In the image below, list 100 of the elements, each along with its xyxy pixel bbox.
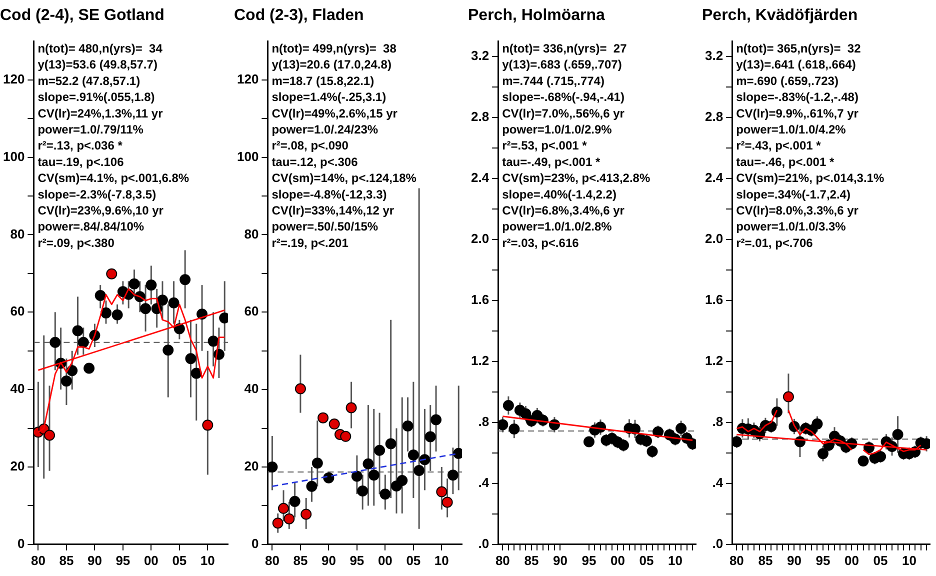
annotation: slope=1.4%(-.25,3.1) <box>272 90 386 104</box>
x-tick-label: 00 <box>378 552 392 568</box>
y-tick-label: .4 <box>712 474 724 490</box>
point <box>128 278 140 290</box>
annotation: r²=.43, p<.001 * <box>736 138 822 153</box>
point <box>357 485 368 496</box>
annotation: m=52.2 (47.8,57.1) <box>38 74 140 88</box>
y-tick-label: 0 <box>17 536 25 551</box>
x-tick-label: 90 <box>786 552 802 568</box>
annotation: power=.84/.84/10% <box>38 220 144 234</box>
point <box>502 400 514 411</box>
point <box>436 486 448 498</box>
y-tick-label: 20 <box>244 458 259 474</box>
point <box>190 368 202 379</box>
point <box>78 336 89 348</box>
point <box>618 440 630 451</box>
annotation: power=1.0/1.0/4.2% <box>736 122 846 137</box>
annotation: power=1.0/.79/11% <box>38 122 144 137</box>
annotation: slope=-.68%(-.94,-.41) <box>502 90 624 104</box>
point <box>508 423 520 434</box>
annotation: m=.690 (.659,.723) <box>736 74 838 88</box>
y-tick-label: 120 <box>2 71 25 86</box>
x-tick-label: 80 <box>495 552 510 568</box>
point <box>60 376 72 387</box>
annotation: power=1.0/1.0/2.9% <box>502 122 612 137</box>
y-tick-label: 3.2 <box>704 48 724 64</box>
point <box>106 268 118 280</box>
x-tick-label: 00 <box>610 552 625 568</box>
annotation: power=1.0/.24/23% <box>272 122 378 137</box>
annotation: r²=.08, p<.090 <box>272 138 349 153</box>
x-tick-label: 80 <box>30 552 46 568</box>
annotation: m=18.7 (15.8,22.1) <box>272 74 374 88</box>
point <box>208 336 219 347</box>
point <box>272 518 284 529</box>
annotation: m=.744 (.715,.774) <box>502 74 604 88</box>
point <box>140 303 152 314</box>
chart-title: Cod (2-4), SE Gotland <box>0 7 164 24</box>
y-tick-label: 100 <box>2 148 25 164</box>
x-tick-label: 10 <box>902 552 917 568</box>
point <box>498 419 508 430</box>
point <box>817 448 828 460</box>
point <box>646 446 658 458</box>
annotation: r²=.53, p<.001 * <box>502 138 588 153</box>
y-tick-label: .0 <box>478 536 490 551</box>
x-tick-label: 10 <box>668 552 683 568</box>
point <box>168 297 180 308</box>
annotation: r²=.13, p<.036 * <box>38 138 123 153</box>
x-tick-label: 10 <box>434 552 449 568</box>
point <box>812 418 823 430</box>
y-tick-label: .8 <box>478 414 490 429</box>
annotation: CV(lr)=24%,1.3%,11 yr <box>38 106 164 120</box>
y-tick-label: 2.4 <box>470 170 490 186</box>
point <box>94 290 106 302</box>
point <box>732 436 742 448</box>
x-tick-label: 80 <box>264 552 280 568</box>
point <box>368 470 380 481</box>
annotation: y(13)=.683 (.659,.707) <box>502 58 622 72</box>
annotation: CV(lr)=23%,9.6%,10 yr <box>38 204 164 218</box>
point <box>156 294 168 306</box>
annotation: tau=-.46, p<.001 * <box>736 154 834 169</box>
point <box>284 513 295 524</box>
annotation: slope=-4.8%(-12,3.3) <box>272 187 387 202</box>
annotation: CV(lr)=7.0%,.56%,6 yr <box>502 106 625 120</box>
x-tick-label: 95 <box>116 552 130 568</box>
chart-title: Perch, Kvädöfjärden <box>702 7 858 24</box>
point <box>408 449 419 460</box>
y-tick-label: 1.6 <box>470 292 490 307</box>
annotation: n(tot)= 365,n(yrs)= 32 <box>736 42 862 56</box>
y-tick-label: 100 <box>236 148 259 164</box>
annotation: CV(sm)=23%, p<.413,2.8% <box>502 171 650 186</box>
point <box>402 420 414 432</box>
x-tick-label: 05 <box>873 552 888 568</box>
point <box>396 475 408 486</box>
annotation: CV(sm)=21%, p<.014,3.1% <box>736 171 884 186</box>
point <box>84 362 95 374</box>
y-tick-label: 0 <box>251 536 259 551</box>
y-tick-label: 60 <box>10 304 25 319</box>
point <box>442 496 453 508</box>
point <box>100 307 112 318</box>
point <box>312 458 323 469</box>
annotation: tau=.19, p<.106 <box>38 154 124 169</box>
y-tick-label: 2.0 <box>470 231 490 246</box>
point <box>162 344 174 356</box>
point <box>180 274 191 286</box>
point <box>447 470 458 481</box>
annotation: slope=.34%(-1.7,2.4) <box>736 187 850 202</box>
x-tick-label: 95 <box>582 552 596 568</box>
y-tick-label: 2.8 <box>704 109 724 124</box>
x-tick-label: 85 <box>59 552 74 568</box>
annotation: slope=-2.3%(-7.8,3.5) <box>38 187 156 202</box>
annotation: r²=.19, p<.201 <box>272 236 349 250</box>
point <box>50 336 61 348</box>
point <box>112 309 123 320</box>
y-tick-label: 40 <box>10 381 25 396</box>
point <box>328 418 340 430</box>
y-tick-label: 2.0 <box>704 231 724 246</box>
annotation: tau=-.49, p<.001 * <box>502 154 600 169</box>
point <box>875 451 886 462</box>
y-tick-label: 1.6 <box>704 292 724 307</box>
point <box>72 325 84 336</box>
